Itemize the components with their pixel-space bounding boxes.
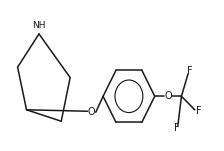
Text: F: F [187,66,192,76]
Text: O: O [88,107,95,117]
Text: O: O [164,91,172,101]
Text: NH: NH [32,21,46,30]
Text: F: F [196,106,201,116]
Text: F: F [174,124,180,133]
